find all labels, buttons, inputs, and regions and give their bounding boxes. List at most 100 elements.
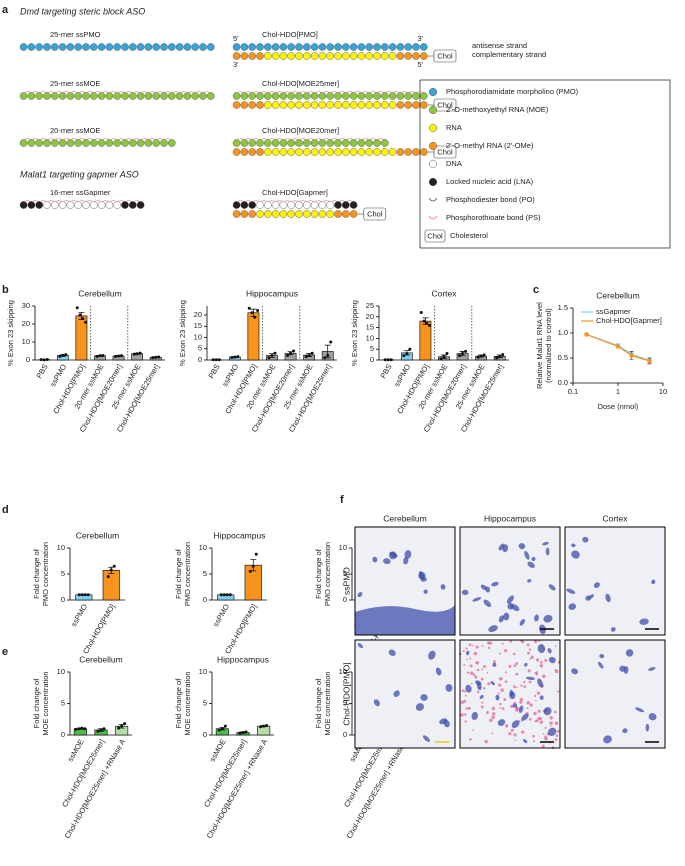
data-point: [77, 593, 81, 597]
ps-bond: [291, 90, 299, 94]
y-tick-label: 10: [339, 543, 347, 552]
cell: [490, 681, 495, 686]
legend-label: Cholesterol: [450, 231, 488, 240]
y-tick-label: 0: [26, 355, 30, 364]
stain: [480, 705, 484, 709]
data-point: [86, 593, 90, 597]
data-point: [151, 356, 155, 360]
nucleotide: [105, 43, 114, 51]
ps-bond: [39, 137, 47, 141]
nucleotide: [263, 210, 272, 218]
micrograph-border: [459, 639, 561, 749]
ps-bond: [307, 137, 314, 141]
ps-bond: [268, 199, 275, 203]
data-point: [495, 356, 499, 360]
y-tick-label: 5: [343, 698, 347, 707]
chart-title: Hippocampus: [214, 530, 266, 540]
ps-bond: [276, 199, 283, 203]
cell: [472, 597, 482, 602]
stain: [544, 737, 548, 741]
cell: [571, 668, 579, 675]
ps-bond: [180, 90, 187, 94]
y-tick-label: 20: [194, 310, 202, 319]
nucleotide: [326, 210, 335, 218]
nucleotide: [388, 92, 397, 100]
cell: [503, 612, 510, 621]
cell: [537, 678, 543, 688]
ps-bond: [195, 90, 203, 94]
ps-bond: [338, 90, 346, 94]
stain: [538, 640, 540, 642]
cell: [388, 649, 396, 657]
data-point: [114, 354, 118, 358]
stain: [492, 712, 496, 716]
cell: [518, 543, 526, 550]
ps-bond: [32, 90, 39, 94]
nucleotide: [90, 92, 98, 100]
y-axis-label: (normalized to control): [544, 308, 553, 383]
data-point: [45, 357, 49, 361]
cell: [610, 627, 616, 632]
nucleotide: [388, 101, 397, 109]
nucleotide: [380, 92, 389, 100]
legend-label: 2'-O-methoxyethyl RNA (MOE): [446, 105, 549, 114]
ps-bond: [110, 199, 117, 203]
nucleotide: [271, 201, 280, 209]
cell: [571, 550, 580, 559]
y-axis-label: PMO concentration: [41, 542, 50, 606]
stain: [549, 716, 553, 720]
nucleotide: [412, 101, 420, 109]
nucleotide: [357, 43, 366, 51]
stain: [475, 661, 478, 664]
ps-bond: [416, 90, 424, 94]
data-point: [223, 724, 227, 728]
stain: [467, 707, 471, 710]
construct-label: Chol-HDO[PMO]: [262, 30, 318, 39]
y-tick-label: 0.0: [558, 378, 568, 387]
nucleotide: [388, 148, 397, 156]
nucleotide: [240, 148, 249, 156]
chol-box: [433, 98, 457, 112]
ps-bond: [315, 199, 322, 203]
nucleotide: [160, 43, 168, 51]
nucleotide: [105, 92, 114, 100]
ps-bond: [55, 199, 62, 203]
nucleotide: [334, 201, 342, 209]
y-tick-label: 0: [343, 595, 347, 604]
nucleotide: [318, 101, 327, 109]
stain: [461, 689, 465, 693]
ps-bond: [55, 137, 62, 141]
stain: [500, 688, 504, 692]
stain: [499, 706, 502, 709]
nucleotide: [256, 201, 264, 209]
construct-label: 25-mer ssPMO: [50, 30, 101, 39]
nucleotide: [412, 52, 420, 60]
stain: [537, 709, 541, 713]
ps-bond: [237, 90, 244, 94]
nucleotide: [121, 201, 129, 209]
cell: [548, 584, 556, 591]
y-tick-label: 25: [366, 301, 374, 310]
data-point: [238, 731, 242, 735]
data-point: [77, 727, 81, 731]
ps-bond: [401, 90, 408, 94]
data-point: [383, 358, 387, 362]
cell: [619, 665, 626, 672]
nucleotide: [404, 52, 413, 60]
strand-end: 5': [233, 34, 239, 43]
stain: [513, 664, 517, 668]
cell: [502, 544, 509, 553]
nucleotide: [349, 43, 358, 51]
cell: [507, 602, 514, 610]
nucleotide: [326, 52, 335, 60]
ps-bond: [55, 90, 62, 94]
nucleotide: [271, 148, 280, 156]
nucleotide: [97, 43, 106, 51]
stain: [471, 644, 474, 647]
nucleotide: [82, 139, 90, 147]
nucleotide: [287, 201, 296, 209]
y-tick-label: 30: [22, 301, 30, 310]
nucleotide: [167, 139, 176, 147]
ps-bond: [330, 90, 338, 94]
cell: [440, 584, 446, 590]
